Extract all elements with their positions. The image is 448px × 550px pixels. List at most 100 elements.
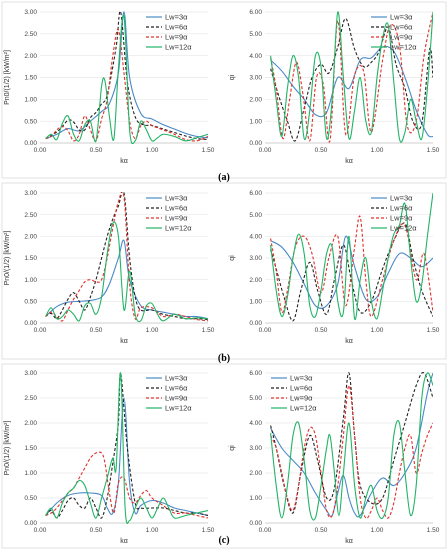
- x-axis-label: kα: [120, 158, 128, 165]
- y-axis-label: qi: [229, 255, 236, 261]
- y-tick-label: 0.50: [24, 118, 37, 125]
- x-tick-label: 0.50: [90, 527, 103, 534]
- y-tick-label: 2.50: [24, 31, 37, 38]
- legend-entry: Lw=6α: [390, 204, 413, 213]
- y-tick-label: 5.00: [249, 395, 262, 402]
- x-tick-label: 1.00: [371, 147, 384, 154]
- legend-entry: Lw=9α: [390, 214, 413, 223]
- legend-entry: Lw=3α: [290, 374, 313, 383]
- x-tick-label: 0.00: [259, 147, 272, 154]
- x-axis-label: kα: [345, 338, 353, 345]
- chart-a-left: 0.00 0.50 1.00 1.50 2.00 2.50 3.00 0.00 0.50 1.00…: [4, 9, 215, 165]
- legend-entry: Lw=6α: [390, 23, 413, 32]
- x-tick-label: 1.50: [427, 527, 440, 534]
- x-tick-label: 0.00: [34, 527, 47, 534]
- y-tick-label: 3.00: [249, 75, 262, 82]
- legend-entry: Lw=12α: [290, 404, 317, 413]
- y-tick-label: 4.00: [249, 420, 262, 427]
- chart-a-right: 0.00 1.00 2.00 3.00 4.00 5.00 6.00 0.00 0.50 1.00…: [229, 9, 440, 165]
- legend-entry: Lw=12α: [165, 224, 192, 233]
- y-tick-label: 1.00: [249, 299, 262, 306]
- x-tick-label: 0.00: [34, 147, 47, 154]
- y-tick-label: 1.00: [24, 470, 37, 477]
- y-tick-label: 2.00: [249, 470, 262, 477]
- y-tick-label: 2.00: [24, 420, 37, 427]
- row-frame-3: [2, 364, 446, 548]
- legend-entry: Lw=6α: [165, 384, 188, 393]
- chart-c-left: 0.00 0.50 1.00 1.50 2.00 2.50 3.00 0.00 0.50 1.00…: [4, 370, 215, 545]
- y-tick-label: 1.00: [249, 495, 262, 502]
- legend-entry: Lw=12α: [390, 43, 417, 52]
- x-tick-label: 1.50: [427, 327, 440, 334]
- x-axis-label: kα: [120, 538, 128, 545]
- legend-entry: Lw=6α: [165, 23, 188, 32]
- y-tick-label: 1.50: [24, 255, 37, 262]
- y-tick-label: 0.50: [24, 495, 37, 502]
- legend-entry: Lw=6α: [290, 384, 313, 393]
- y-tick-label: 4.00: [249, 234, 262, 241]
- x-tick-label: 0.50: [315, 147, 328, 154]
- y-tick-label: 1.00: [249, 118, 262, 125]
- y-tick-label: 3.00: [24, 9, 37, 16]
- y-tick-label: 2.50: [24, 212, 37, 219]
- legend-entry: Lw=9α: [290, 394, 313, 403]
- y-tick-label: 5.00: [249, 31, 262, 38]
- legend-entry: Lw=3α: [390, 194, 413, 203]
- y-tick-label: 2.00: [249, 97, 262, 104]
- legend-entry: Lw=9α: [165, 214, 188, 223]
- y-tick-label: 3.00: [24, 190, 37, 197]
- x-tick-label: 1.00: [146, 327, 159, 334]
- x-tick-label: 1.50: [202, 327, 215, 334]
- y-tick-label: 3.00: [249, 255, 262, 262]
- x-tick-label: 1.00: [371, 527, 384, 534]
- legend-entry: Lw=9α: [390, 33, 413, 42]
- legend-entry: Lw=3α: [165, 13, 188, 22]
- legend-entry: Lw=9α: [165, 33, 188, 42]
- x-tick-label: 0.50: [315, 527, 328, 534]
- chart-c-right: 0.00 1.00 2.00 3.00 4.00 5.00 6.00 0.00 0.50 1.00…: [229, 370, 440, 545]
- x-axis-label: kα: [345, 158, 353, 165]
- y-tick-label: 1.50: [24, 445, 37, 452]
- x-tick-label: 0.50: [90, 327, 103, 334]
- y-tick-label: 2.00: [249, 277, 262, 284]
- y-axis-label: qi: [229, 445, 236, 451]
- legend-entry: Lw=3α: [390, 13, 413, 22]
- x-tick-label: 0.50: [315, 327, 328, 334]
- legend-entry: Lw=3α: [165, 194, 188, 203]
- x-tick-label: 1.50: [202, 527, 215, 534]
- y-axis-label: Pn0/(1/2) [kW/m²]: [4, 231, 11, 286]
- legend-entry: Lw=12α: [390, 224, 417, 233]
- y-tick-label: 3.00: [24, 370, 37, 377]
- x-tick-label: 0.00: [259, 527, 272, 534]
- y-tick-label: 4.00: [249, 53, 262, 60]
- x-axis-label: kα: [120, 338, 128, 345]
- x-tick-label: 0.50: [90, 147, 103, 154]
- x-tick-label: 1.50: [202, 147, 215, 154]
- x-axis-label: kα: [345, 538, 353, 545]
- y-tick-label: 1.50: [24, 75, 37, 82]
- y-tick-label: 5.00: [249, 212, 262, 219]
- legend-entry: Lw=3α: [165, 374, 188, 383]
- y-tick-label: 0.50: [24, 299, 37, 306]
- panel-label: (a): [218, 172, 230, 183]
- y-tick-label: 1.00: [24, 97, 37, 104]
- y-tick-label: 1.00: [24, 277, 37, 284]
- y-tick-label: 6.00: [249, 370, 262, 377]
- y-axis-label: Pn0/(1/2) [kW/m²]: [4, 421, 11, 476]
- x-tick-label: 1.00: [371, 327, 384, 334]
- chart-b-right: 0.00 1.00 2.00 3.00 4.00 5.00 6.00 0.00 0.50 1.00…: [229, 190, 440, 345]
- panel-label: (c): [218, 535, 229, 546]
- y-axis-label: Pn0/(1/2) [kW/m²]: [4, 50, 11, 105]
- x-tick-label: 1.50: [427, 147, 440, 154]
- y-tick-label: 2.50: [24, 395, 37, 402]
- legend-entry: Lw=12α: [165, 43, 192, 52]
- x-tick-label: 1.00: [146, 527, 159, 534]
- y-tick-label: 6.00: [249, 9, 262, 16]
- legend-entry: Lw=6α: [165, 204, 188, 213]
- x-tick-label: 0.00: [34, 327, 47, 334]
- y-tick-label: 2.00: [24, 234, 37, 241]
- y-tick-label: 3.00: [249, 445, 262, 452]
- y-tick-label: 2.00: [24, 53, 37, 60]
- series-line-9a: [46, 452, 208, 518]
